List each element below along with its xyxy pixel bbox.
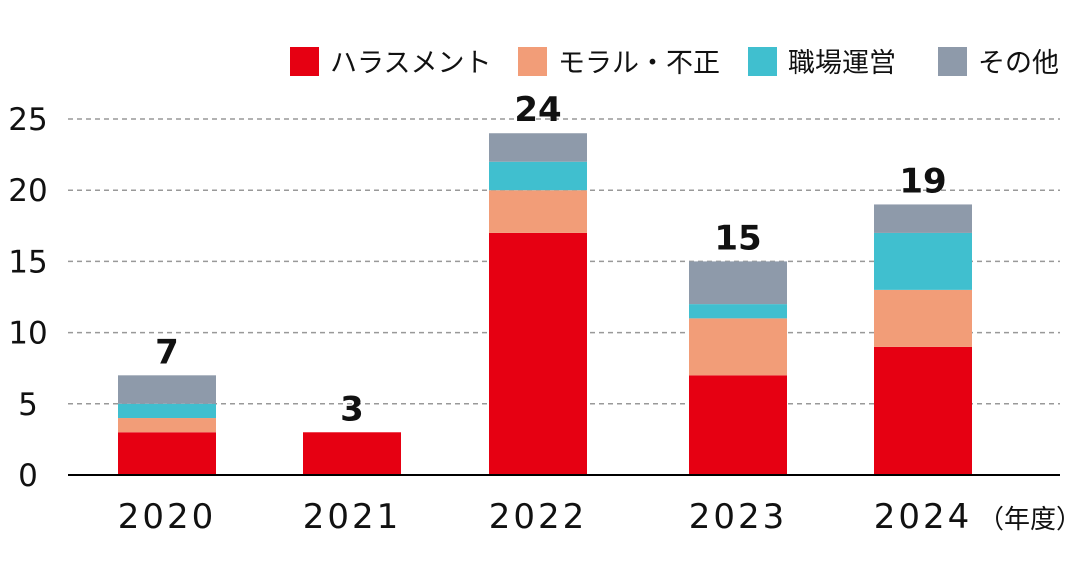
total-label: 7	[155, 332, 179, 372]
total-label: 24	[514, 90, 561, 130]
x-axis-ticks: 2020 2021 2022 2023 2024	[118, 497, 973, 537]
y-tick-label: 5	[18, 387, 38, 423]
legend: ハラスメント モラル・不正 職場運営 その他	[290, 47, 1059, 79]
bar-segment	[489, 133, 587, 162]
y-tick-label: 0	[18, 458, 38, 494]
y-tick-label: 20	[8, 173, 47, 209]
bar-segment	[118, 432, 216, 475]
total-label: 19	[899, 161, 946, 201]
x-tick-label: 2020	[118, 497, 217, 537]
legend-label: その他	[978, 48, 1059, 79]
y-tick-label: 10	[8, 316, 47, 352]
bar-segment	[118, 418, 216, 433]
legend-swatch	[518, 47, 547, 76]
bar-segment	[874, 204, 972, 233]
x-unit-label: （年度）	[978, 505, 1075, 535]
legend-label: モラル・不正	[558, 48, 720, 79]
bar-segment	[489, 161, 587, 191]
bar-segment	[874, 346, 972, 475]
y-tick-label: 15	[8, 244, 47, 280]
legend-swatch	[290, 47, 319, 76]
bar-segment	[874, 289, 972, 347]
x-tick-label: 2021	[303, 497, 402, 537]
legend-label: 職場運営	[788, 48, 896, 79]
bar-segment	[303, 432, 401, 475]
bar-segment	[689, 375, 787, 475]
bar-segment	[118, 403, 216, 419]
bar-segment	[118, 375, 216, 404]
bar-segment	[689, 261, 787, 305]
legend-swatch	[938, 47, 967, 76]
y-tick-label: 25	[8, 102, 47, 138]
legend-label: ハラスメント	[330, 48, 491, 79]
legend-swatch	[748, 47, 777, 76]
bar-segment	[489, 232, 587, 475]
total-label: 15	[714, 218, 761, 258]
bar-segment	[489, 190, 587, 233]
bars: 7 3 24 15 19	[118, 90, 972, 475]
bar-segment	[689, 304, 787, 319]
total-label: 3	[340, 389, 364, 429]
x-tick-label: 2022	[489, 497, 588, 537]
x-tick-label: 2023	[689, 497, 788, 537]
y-axis-ticks: 0 5 10 15 20 25	[8, 102, 47, 494]
x-tick-label: 2024	[874, 497, 973, 537]
bar-segment	[874, 232, 972, 290]
bar-segment	[689, 318, 787, 376]
